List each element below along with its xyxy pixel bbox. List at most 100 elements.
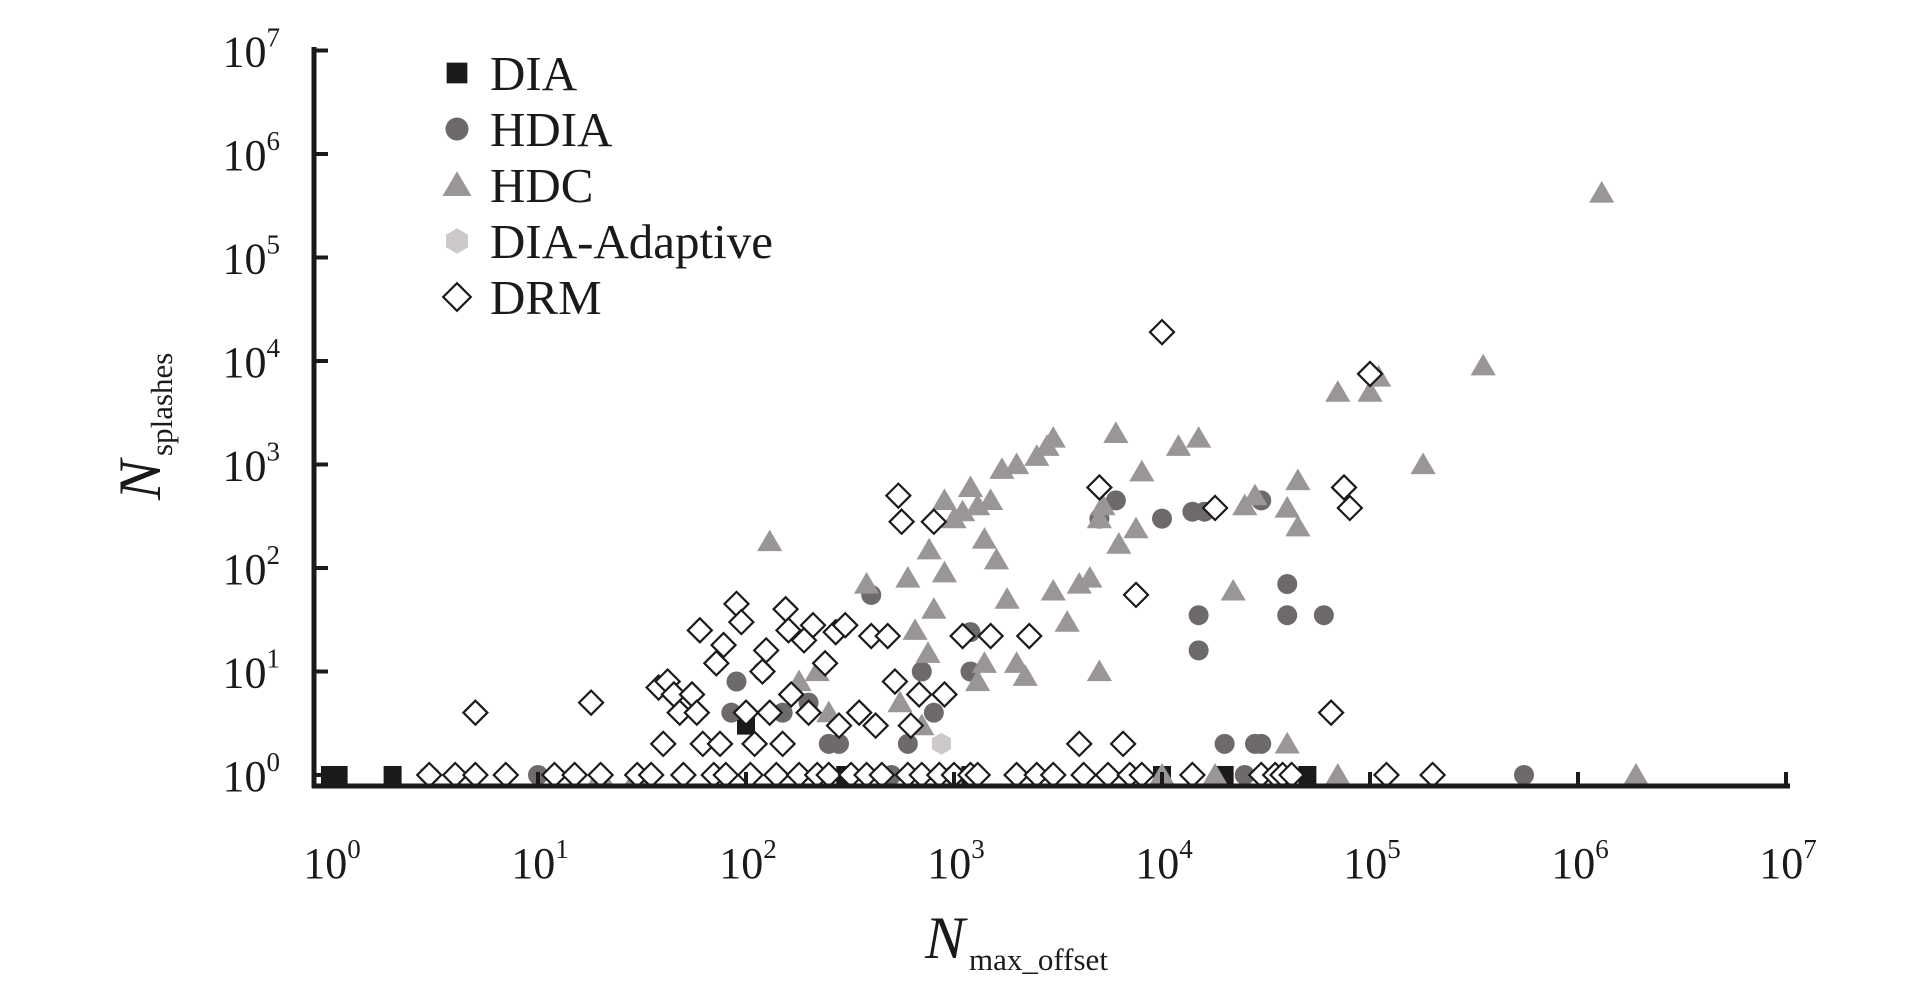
data-point-drm: [1372, 761, 1401, 789]
data-point-drm: [772, 595, 800, 623]
y-tick-label-exponent: 3: [267, 437, 281, 467]
legend-label-dia: DIA: [490, 46, 578, 101]
data-point-drm: [862, 712, 890, 740]
data-point-hdc: [931, 560, 958, 583]
data-point-hdia: [897, 733, 918, 754]
legend-item-hdc: HDC: [442, 158, 593, 213]
data-point-hdia: [1277, 574, 1298, 595]
data-point-hdc: [1004, 452, 1030, 475]
data-point-hdia: [726, 671, 747, 692]
data-point-hdc: [1106, 532, 1132, 554]
data-point-hdc: [1274, 495, 1300, 518]
data-point-hdc: [957, 475, 984, 498]
data-point-dia-adaptive: [931, 732, 951, 755]
data-point-drm: [1419, 761, 1447, 789]
data-point-drm: [845, 699, 873, 727]
data-point-drm: [1330, 473, 1358, 502]
x-tick-label-base: 10: [1759, 839, 1803, 888]
data-point-hdc: [1086, 659, 1112, 682]
y-tick-label: 101: [223, 644, 281, 698]
series-drm: [415, 318, 1447, 789]
x-tick-label-exponent: 5: [1387, 834, 1401, 864]
data-point-hdc: [1285, 468, 1311, 491]
data-point-hdc: [971, 651, 997, 673]
data-point-hdia: [1214, 733, 1235, 754]
data-point-hdia: [1188, 640, 1209, 661]
x-tick-label-base: 10: [1343, 839, 1387, 888]
y-tick-label: 104: [223, 333, 281, 387]
data-point-drm: [752, 636, 780, 664]
data-point-drm: [1065, 730, 1093, 758]
data-point-hdc: [1202, 763, 1228, 785]
y-tick-label-exponent: 1: [267, 644, 281, 674]
data-point-drm: [874, 622, 902, 650]
data-point-hdia: [1251, 733, 1272, 754]
data-point-hdc: [1040, 426, 1066, 448]
data-point-drm: [1356, 360, 1384, 388]
data-point-hdc: [971, 527, 997, 549]
data-point-hdc: [950, 499, 976, 522]
x-tick-label-exponent: 3: [971, 834, 985, 864]
data-point-hdia: [1188, 605, 1209, 626]
x-axis-title-sub: max_offset: [969, 942, 1108, 977]
data-point-drm: [769, 730, 797, 758]
y-axis-title: Nsplashes: [107, 353, 179, 501]
legend-marker-drm: [441, 281, 473, 313]
data-point-drm: [649, 730, 677, 758]
data-point-drm: [683, 699, 711, 727]
x-tick-label: 102: [719, 834, 777, 888]
data-point-drm: [732, 699, 760, 727]
x-tick-label: 104: [1135, 834, 1193, 888]
x-tick-label: 105: [1343, 834, 1401, 888]
x-tick-label-exponent: 1: [555, 834, 569, 864]
data-point-hdc: [1410, 452, 1436, 475]
data-point-drm: [1109, 730, 1137, 758]
data-point-drm: [1122, 581, 1150, 609]
data-point-drm: [977, 622, 1005, 650]
data-point-hdc: [965, 669, 991, 692]
legend-marker-dia: [446, 62, 468, 84]
data-point-dia: [1298, 766, 1317, 784]
data-point-drm: [1317, 699, 1345, 727]
data-point-drm: [492, 761, 520, 789]
y-tick-label: 105: [223, 230, 281, 284]
y-tick-label-base: 10: [223, 235, 267, 284]
data-point-drm: [825, 712, 853, 740]
data-point-drm: [905, 680, 933, 709]
y-tick-label-base: 10: [223, 28, 267, 77]
data-point-hdia: [1152, 508, 1172, 529]
y-tick-label: 107: [223, 23, 281, 77]
data-point-hdc: [1220, 578, 1246, 601]
data-point-hdc: [1004, 651, 1030, 673]
legend-marker-dia-adaptive: [446, 228, 468, 254]
series-hdc: [588, 180, 1649, 785]
data-point-drm: [888, 508, 916, 536]
data-point-hdia: [923, 702, 944, 723]
data-point-drm: [686, 616, 714, 644]
data-point-drm: [811, 649, 839, 677]
legend-marker-hdc: [442, 171, 472, 197]
data-point-drm: [1148, 318, 1176, 346]
data-point-hdc: [1325, 763, 1351, 785]
data-point-hdc: [1325, 380, 1351, 402]
x-tick-label-base: 10: [511, 839, 555, 888]
data-point-hdc: [1123, 516, 1149, 539]
data-point-hdc: [1040, 578, 1066, 601]
data-point-drm: [795, 699, 823, 727]
data-point-hdia: [1277, 605, 1298, 626]
tick-labels: 100 101 102 103 104 105 106 1071001011021031041…: [223, 23, 1817, 889]
data-point-hdia: [1313, 605, 1334, 626]
data-point-hdc: [931, 488, 958, 510]
data-point-hdc: [983, 547, 1010, 570]
y-tick-label: 100: [223, 747, 281, 801]
data-point-drm: [881, 667, 909, 696]
data-point-drm: [736, 761, 764, 789]
data-point-hdc: [1090, 493, 1116, 516]
data-point-hdc: [853, 572, 880, 594]
data-point-hdc: [1077, 566, 1103, 588]
data-point-hdc: [1274, 731, 1300, 754]
data-point-drm: [756, 699, 784, 727]
y-tick-label-base: 10: [223, 338, 267, 387]
data-point-hdc: [1470, 353, 1496, 376]
